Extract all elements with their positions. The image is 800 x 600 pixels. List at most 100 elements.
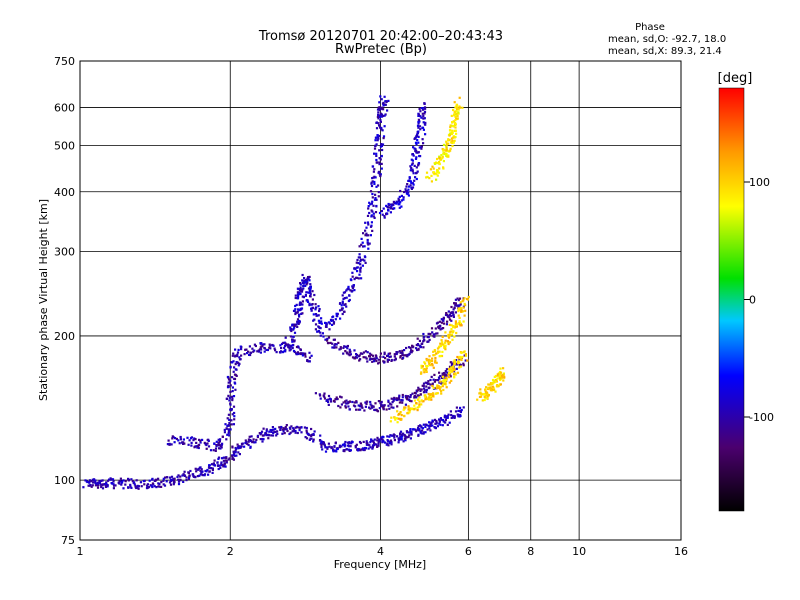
scatter-point — [375, 355, 378, 358]
scatter-point — [434, 359, 437, 362]
scatter-point — [386, 360, 389, 363]
scatter-point — [464, 309, 467, 312]
scatter-point — [224, 423, 227, 426]
scatter-point — [234, 451, 237, 454]
scatter-point — [497, 374, 500, 377]
scatter-point — [440, 339, 443, 342]
scatter-point — [310, 427, 313, 431]
scatter-point — [259, 351, 262, 354]
scatter-point — [389, 434, 392, 437]
scatter-point — [453, 362, 456, 365]
scatter-point — [406, 353, 409, 357]
scatter-point — [294, 426, 297, 429]
scatter-point — [322, 442, 325, 445]
scatter-point — [360, 237, 363, 240]
scatter-point — [450, 114, 453, 117]
scatter-point — [447, 138, 450, 141]
scatter-point — [227, 384, 230, 387]
scatter-point — [279, 351, 282, 354]
scatter-point — [434, 327, 437, 330]
scatter-point — [397, 441, 400, 444]
scatter-point — [271, 343, 274, 347]
scatter-point — [449, 147, 452, 150]
scatter-point — [213, 459, 216, 462]
scatter-point — [234, 454, 237, 457]
scatter-point — [362, 440, 365, 443]
scatter-point — [399, 411, 402, 414]
scatter-point — [403, 434, 406, 437]
scatter-point — [90, 485, 93, 488]
scatter-point — [321, 448, 324, 451]
scatter-point — [358, 405, 362, 408]
scatter-point — [176, 475, 179, 478]
scatter-point — [424, 381, 427, 384]
scatter-point — [306, 359, 309, 362]
scatter-point — [415, 143, 418, 146]
scatter-point — [213, 464, 216, 467]
scatter-point — [382, 104, 385, 107]
scatter-point — [377, 111, 380, 114]
phase-info-x: mean, sd,X: 89.3, 21.4 — [608, 46, 722, 57]
scatter-point — [460, 358, 463, 362]
scatter-point — [195, 445, 198, 448]
scatter-point — [283, 350, 286, 353]
scatter-point — [170, 475, 174, 478]
scatter-point — [426, 382, 430, 385]
scatter-point — [365, 442, 369, 445]
scatter-point — [192, 475, 196, 478]
scatter-point — [366, 221, 370, 224]
scatter-point — [452, 414, 455, 418]
scatter-point — [499, 367, 502, 370]
scatter-point — [461, 106, 464, 109]
scatter-point — [177, 483, 181, 486]
scatter-point — [331, 323, 334, 326]
scatter-point — [448, 139, 451, 142]
scatter-point — [496, 377, 499, 380]
scatter-point — [452, 325, 455, 328]
scatter-point — [298, 426, 302, 429]
x-tick-labels: 1 2 4 6 8 10 16 — [77, 545, 689, 558]
scatter-point — [395, 397, 398, 400]
scatter-point — [358, 245, 361, 248]
scatter-point — [392, 200, 395, 203]
scatter-point — [449, 126, 452, 129]
scatter-point — [374, 197, 377, 200]
scatter-point — [422, 391, 425, 394]
scatter-point — [387, 404, 390, 407]
scatter-point — [335, 343, 338, 346]
scatter-point — [373, 408, 377, 412]
scatter-point — [412, 428, 415, 431]
scatter-point — [250, 435, 253, 438]
scatter-point — [398, 396, 401, 399]
scatter-point — [319, 434, 322, 437]
scatter-point — [193, 437, 196, 440]
scatter-point — [182, 441, 185, 444]
scatter-point — [199, 439, 202, 442]
scatter-point — [235, 361, 238, 364]
scatter-point — [364, 401, 367, 404]
scatter-point — [348, 294, 351, 297]
scatter-point — [491, 388, 494, 391]
scatter-point — [445, 143, 448, 146]
scatter-point — [462, 362, 465, 365]
scatter-point — [460, 309, 463, 312]
scatter-point — [456, 106, 459, 109]
scatter-point — [335, 312, 338, 315]
scatter-point — [392, 406, 395, 409]
scatter-point — [292, 427, 295, 430]
scatter-point — [357, 408, 360, 411]
scatter-point — [432, 350, 435, 353]
scatter-point — [324, 338, 327, 341]
scatter-point — [99, 483, 102, 486]
scatter-point — [425, 370, 428, 373]
scatter-point — [430, 375, 433, 378]
scatter-point — [401, 435, 404, 438]
scatter-point — [410, 408, 413, 411]
scatter-point — [274, 427, 277, 430]
scatter-point — [359, 352, 362, 355]
scatter-point — [409, 428, 412, 431]
scatter-point — [441, 155, 444, 158]
scatter-point — [417, 386, 420, 389]
scatter-point — [402, 432, 405, 435]
scatter-point — [374, 144, 377, 147]
